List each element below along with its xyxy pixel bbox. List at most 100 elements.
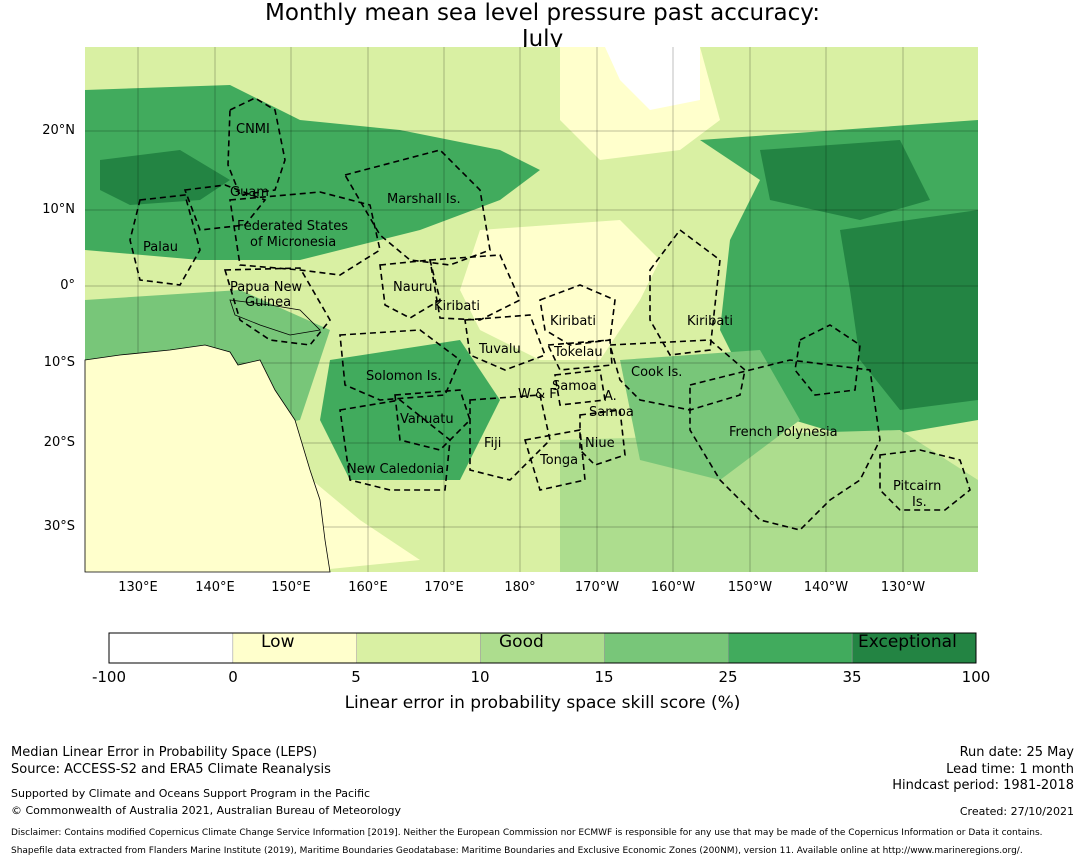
colorbar-tick: 0 — [228, 668, 238, 686]
zone-high-vanuatu — [320, 340, 500, 480]
colorbar-tick: 5 — [351, 668, 361, 686]
region-label: Cook Is. — [631, 365, 682, 380]
region-label: A. — [604, 389, 617, 404]
lat-label: 20°N — [42, 123, 75, 138]
eez-niue — [579, 409, 626, 466]
footer-shapefile-credit: Shapefile data extracted from Flanders M… — [11, 846, 1023, 856]
eez-cnmi — [227, 97, 286, 196]
eez-marshall — [343, 149, 491, 266]
zone-good-central — [620, 350, 800, 480]
colorbar-tick: 15 — [594, 668, 614, 686]
lon-label: 170°E — [424, 580, 464, 595]
eez-guam — [183, 184, 267, 231]
region-label: Samoa — [552, 379, 597, 394]
png-coastline — [229, 299, 321, 336]
lon-label: 180° — [504, 580, 536, 595]
eez-vanuatu — [394, 389, 471, 451]
eez-marquesas — [794, 324, 861, 396]
colorbar-segments — [108, 632, 977, 664]
region-label: Fiji — [484, 436, 501, 451]
lon-label: 150°E — [271, 580, 311, 595]
colorbar-category-exceptional: Exceptional — [858, 632, 957, 652]
colorbar-tick: 100 — [961, 668, 991, 686]
region-labels: CNMI Guam Marshall Is. Federated States … — [143, 122, 941, 510]
footer-disclaimer: Disclaimer: Contains modified Copernicus… — [11, 828, 1043, 838]
colorbar-segment — [728, 632, 853, 664]
zone-exceptional-ne — [760, 140, 930, 220]
footer-lead-time: Lead time: 1 month — [946, 762, 1074, 777]
australia-landmass — [84, 344, 331, 573]
eez-fiji — [469, 394, 551, 481]
eez-pitcairn — [879, 449, 971, 511]
eez-solomon — [339, 329, 461, 401]
region-label: of Micronesia — [250, 235, 336, 250]
region-label: French Polynesia — [729, 425, 838, 440]
region-label: Kiribati — [550, 314, 596, 329]
lon-label: 130°E — [118, 580, 158, 595]
lat-label: 10°S — [43, 355, 75, 370]
eez-kiribati-east — [649, 228, 721, 356]
skill-map: CNMI Guam Marshall Is. Federated States … — [84, 47, 978, 573]
lon-label: 150°W — [727, 580, 773, 595]
zone-white-north — [605, 47, 700, 110]
eez-french-polynesia — [689, 359, 881, 531]
footer-run-date: Run date: 25 May — [959, 745, 1074, 760]
zone-high-north — [85, 85, 540, 260]
eez-palau — [129, 194, 201, 286]
footer-copyright: © Commonwealth of Australia 2021, Austra… — [11, 804, 401, 817]
region-label: New Caledonia — [347, 462, 444, 477]
colorbar-tick: 35 — [842, 668, 862, 686]
region-label: Papua New — [230, 280, 303, 295]
colorbar-axis-title: Linear error in probability space skill … — [344, 693, 741, 713]
region-label: Kiribati — [687, 314, 733, 329]
colorbar-tick: -100 — [91, 668, 127, 686]
eez-kiribati-west — [429, 254, 522, 321]
region-label: Nauru — [393, 280, 433, 295]
region-label: Marshall Is. — [387, 192, 461, 207]
region-label: Tuvalu — [478, 342, 521, 357]
region-label: Kiribati — [434, 299, 480, 314]
colorbar-tick: 25 — [718, 668, 738, 686]
lat-label: 0° — [60, 278, 75, 293]
region-label: W & F — [518, 387, 557, 402]
footer-method: Median Linear Error in Probability Space… — [11, 745, 318, 760]
colorbar-category-good: Good — [499, 632, 544, 652]
region-label: Palau — [143, 240, 178, 255]
zone-exceptional-east — [840, 210, 978, 410]
colorbar — [108, 632, 977, 664]
region-label: Tokelau — [553, 345, 603, 360]
colorbar-category-low: Low — [261, 632, 295, 652]
footer-hindcast-period: Hindcast period: 1981-2018 — [892, 778, 1074, 793]
lon-label: 160°W — [650, 580, 696, 595]
eez-nauru — [379, 259, 441, 319]
region-label: Solomon Is. — [366, 369, 442, 384]
graticule — [85, 47, 978, 572]
region-label: Federated States — [237, 219, 348, 234]
eez-png — [223, 267, 331, 346]
region-label: Samoa — [589, 405, 634, 420]
lon-label: 140°W — [803, 580, 849, 595]
footer-support: Supported by Climate and Oceans Support … — [11, 787, 371, 800]
region-label: Guinea — [245, 295, 291, 310]
lon-label: 170°W — [574, 580, 620, 595]
eez-new-caledonia — [339, 399, 451, 491]
region-label: CNMI — [236, 122, 270, 137]
region-label: Pitcairn — [893, 479, 941, 494]
eez-tuvalu — [464, 314, 547, 371]
colorbar-segment — [356, 632, 481, 664]
eez-tokelau — [546, 339, 613, 371]
lat-label: 20°S — [43, 435, 75, 450]
lon-label: 140°E — [195, 580, 235, 595]
region-label: Vanuatu — [400, 412, 454, 427]
region-label: Guam — [230, 185, 269, 200]
lat-label: 10°N — [42, 202, 75, 217]
colorbar-segment — [108, 632, 234, 664]
eez-boundaries — [129, 97, 971, 531]
eez-fsm — [229, 191, 381, 276]
region-label: Is. — [912, 495, 927, 510]
zone-low-central — [460, 220, 660, 360]
colorbar-segment — [232, 632, 357, 664]
eez-samoa — [554, 369, 606, 406]
footer-created: Created: 27/10/2021 — [959, 805, 1074, 818]
lon-label: 130°W — [880, 580, 926, 595]
